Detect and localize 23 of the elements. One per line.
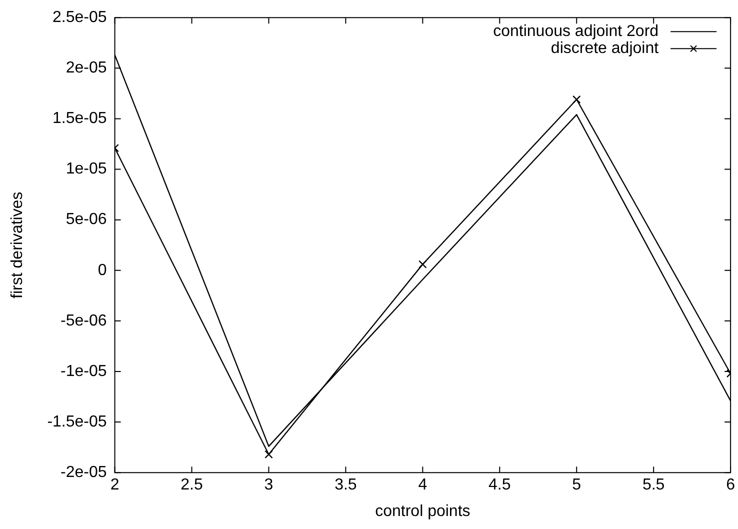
x-tick-label: 3.5 xyxy=(334,476,357,494)
x-tick-label: 2.5 xyxy=(180,476,203,494)
x-tick-label: 3 xyxy=(264,476,274,494)
x-tick-label: 5 xyxy=(572,476,582,494)
x-tick-label: 2 xyxy=(110,476,120,494)
y-tick-label: 2.5e-05 xyxy=(52,9,107,26)
x-tick-label: 5.5 xyxy=(642,476,665,494)
y-tick-label: -5e-06 xyxy=(60,312,107,330)
y-tick-label: 0 xyxy=(98,262,107,279)
y-tick-label: 2e-05 xyxy=(66,60,107,77)
x-tick-label: 6 xyxy=(726,476,736,494)
y-tick-label: 1.5e-05 xyxy=(52,110,107,128)
legend-label: discrete adjoint xyxy=(550,40,660,58)
legend-label: continuous adjoint 2ord xyxy=(493,23,659,40)
y-tick-label: 5e-06 xyxy=(66,211,107,228)
y-tick-label: 1e-05 xyxy=(66,160,107,178)
y-tick-label: -2e-05 xyxy=(60,464,107,482)
y-axis-title: first derivatives xyxy=(9,192,26,298)
y-tick-label: -1.5e-05 xyxy=(47,413,107,430)
x-axis-title: control points xyxy=(375,502,470,520)
x-tick-label: 4 xyxy=(418,476,428,494)
x-tick-label: 4.5 xyxy=(488,476,511,494)
y-tick-label: -1e-05 xyxy=(60,362,107,380)
